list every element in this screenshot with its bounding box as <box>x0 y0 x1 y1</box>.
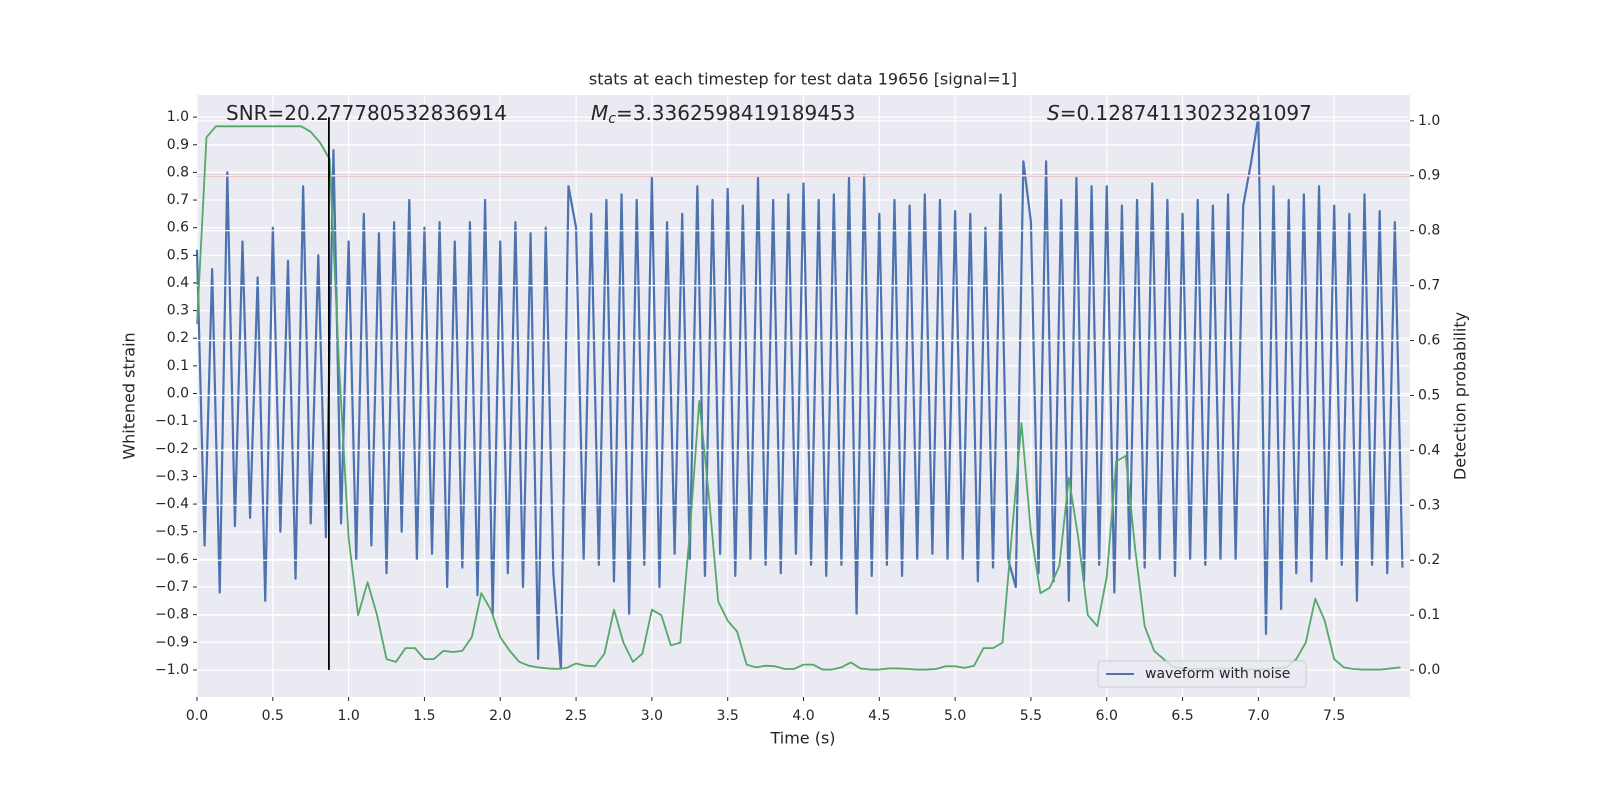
y-tick-label: 0.7 <box>167 192 189 208</box>
annotation: S=0.12874113023281097 <box>1047 101 1312 125</box>
x-tick-label: 3.0 <box>641 708 663 724</box>
y-tick-label: 0.9 <box>167 137 189 153</box>
x-tick-label: 5.5 <box>1020 708 1042 724</box>
x-tick-label: 5.0 <box>944 708 966 724</box>
y-tick-label: 0.5 <box>167 247 189 263</box>
x-axis-label: Time (s) <box>769 729 835 748</box>
y-tick-label: 0.0 <box>167 386 189 402</box>
y-tick-label: 0.6 <box>167 220 189 236</box>
labels: 0.0 0.5 1.0 1.5 2.0 2.5 3.0 3.5 4.0 4.5 5.0 5.5 6.0 6… <box>155 101 1440 725</box>
y2-tick-label: 0.9 <box>1418 168 1440 184</box>
y-tick-label: −0.3 <box>155 468 189 484</box>
x-tick-label: 7.0 <box>1247 708 1269 724</box>
y-axis-label: Whitened strain <box>120 332 139 459</box>
y2-tick-label: 0.1 <box>1418 607 1440 623</box>
x-tick-label: 1.5 <box>413 708 435 724</box>
y-tick-label: −0.8 <box>155 607 189 623</box>
x-tick-label: 4.0 <box>792 708 814 724</box>
x-tick-label: 0.5 <box>262 708 284 724</box>
legend-label: waveform with noise <box>1145 666 1290 682</box>
annotation-symbol: M <box>591 101 608 125</box>
y2-tick-label: 0.5 <box>1418 387 1440 403</box>
annotation-subscript: c <box>608 111 616 127</box>
y-tick-label: 0.3 <box>167 303 189 319</box>
x-tick-label: 2.0 <box>489 708 511 724</box>
y2-tick-label: 1.0 <box>1418 113 1440 129</box>
y2-tick-label: 0.4 <box>1418 442 1440 458</box>
chart-title: stats at each timestep for test data 196… <box>589 70 1017 89</box>
annotation-text: =0.12874113023281097 <box>1060 101 1312 125</box>
x-tick-label: 7.5 <box>1323 708 1345 724</box>
y2-tick-label: 0.8 <box>1418 223 1440 239</box>
annotation-symbol: S <box>1047 101 1060 125</box>
annotation: Mc=3.3362598419189453 <box>591 101 855 128</box>
y-tick-label: −0.9 <box>155 634 189 650</box>
y2-tick-label: 0.7 <box>1418 278 1440 294</box>
y2-axis-label: Detection probability <box>1451 312 1470 480</box>
annotation: SNR=20.277780532836914 <box>226 101 507 125</box>
y-tick-label: 0.8 <box>167 164 189 180</box>
x-tick-label: 0.0 <box>186 708 208 724</box>
grid-y2 <box>197 120 1410 671</box>
y-tick-label: −0.7 <box>155 579 189 595</box>
y-tick-label: −0.4 <box>155 496 189 512</box>
y-tick-label: 0.2 <box>167 330 189 346</box>
y-tick-label: −0.5 <box>155 524 189 540</box>
waveform-line <box>195 116 1404 672</box>
y-tick-label: 1.0 <box>167 109 189 125</box>
y2-tick-label: 0.0 <box>1418 662 1440 678</box>
annotation-text: =3.3362598419189453 <box>616 101 855 125</box>
x-tick-label: 4.5 <box>868 708 890 724</box>
x-tick-label: 1.0 <box>337 708 359 724</box>
y-tick-label: −0.2 <box>155 441 189 457</box>
y-tick-label: 0.4 <box>167 275 189 291</box>
y-tick-label: −1.0 <box>155 662 189 678</box>
annotation-text: SNR=20.277780532836914 <box>226 101 507 125</box>
y2-tick-label: 0.2 <box>1418 552 1440 568</box>
y-tick-label: 0.1 <box>167 358 189 374</box>
y-tick-label: −0.1 <box>155 413 189 429</box>
x-tick-label: 6.0 <box>1096 708 1118 724</box>
y-tick-label: −0.6 <box>155 551 189 567</box>
y2-tick-label: 0.3 <box>1418 497 1440 513</box>
x-tick-label: 2.5 <box>565 708 587 724</box>
x-tick-label: 6.5 <box>1171 708 1193 724</box>
legend-box <box>1097 660 1307 688</box>
y2-tick-label: 0.6 <box>1418 333 1440 349</box>
x-tick-label: 3.5 <box>717 708 739 724</box>
